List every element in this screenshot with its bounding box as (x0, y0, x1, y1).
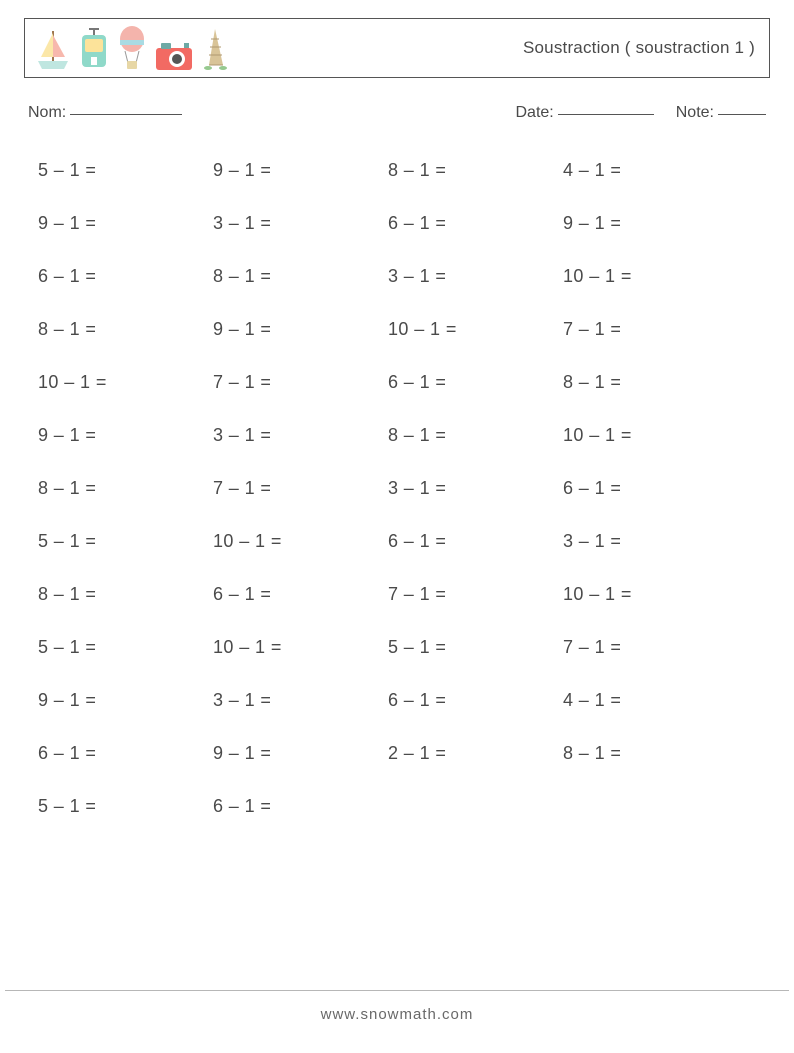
header-icons (35, 19, 231, 77)
problem-cell: 6 – 1 = (38, 266, 213, 287)
problem-cell: 9 – 1 = (213, 743, 388, 764)
problem-cell: 8 – 1 = (563, 743, 738, 764)
name-label: Nom: (28, 104, 66, 121)
problem-cell: 7 – 1 = (213, 478, 388, 499)
problem-cell: 3 – 1 = (213, 213, 388, 234)
problem-cell: 9 – 1 = (213, 160, 388, 181)
problem-cell (388, 796, 563, 817)
problem-grid: 5 – 1 =9 – 1 =8 – 1 =4 – 1 =9 – 1 =3 – 1… (24, 160, 770, 817)
problem-cell: 6 – 1 = (388, 213, 563, 234)
problem-cell: 9 – 1 = (213, 319, 388, 340)
footer-link: www.snowmath.com (0, 1006, 794, 1023)
tram-icon (79, 27, 109, 71)
problem-cell: 3 – 1 = (563, 531, 738, 552)
tower-icon (201, 25, 231, 71)
footer-rule (5, 990, 789, 991)
problem-cell: 3 – 1 = (213, 425, 388, 446)
problem-cell: 6 – 1 = (388, 531, 563, 552)
problem-cell: 7 – 1 = (388, 584, 563, 605)
problem-cell: 10 – 1 = (563, 584, 738, 605)
note-label: Note: (676, 104, 714, 121)
problem-cell: 7 – 1 = (213, 372, 388, 393)
problem-cell: 3 – 1 = (388, 478, 563, 499)
problem-cell: 6 – 1 = (38, 743, 213, 764)
problem-cell: 7 – 1 = (563, 637, 738, 658)
problem-cell: 8 – 1 = (563, 372, 738, 393)
problem-cell: 6 – 1 = (388, 690, 563, 711)
date-blank[interactable] (558, 114, 654, 115)
problem-cell: 4 – 1 = (563, 690, 738, 711)
problem-cell: 9 – 1 = (38, 690, 213, 711)
sailboat-icon (35, 27, 71, 71)
problem-cell: 10 – 1 = (563, 425, 738, 446)
problem-cell: 2 – 1 = (388, 743, 563, 764)
problem-cell: 3 – 1 = (213, 690, 388, 711)
problem-cell: 8 – 1 = (38, 319, 213, 340)
note-field: Note: (676, 104, 766, 122)
name-field: Nom: (28, 104, 182, 122)
problem-cell: 9 – 1 = (38, 213, 213, 234)
header-box: Soustraction ( soustraction 1 ) (24, 18, 770, 78)
problem-cell: 10 – 1 = (388, 319, 563, 340)
problem-cell: 8 – 1 = (388, 425, 563, 446)
problem-cell: 7 – 1 = (563, 319, 738, 340)
note-blank[interactable] (718, 114, 766, 115)
camera-icon (155, 41, 193, 71)
date-field: Date: (516, 104, 654, 122)
problem-cell: 8 – 1 = (38, 478, 213, 499)
problem-cell (563, 796, 738, 817)
problem-cell: 6 – 1 = (213, 584, 388, 605)
problem-cell: 5 – 1 = (38, 160, 213, 181)
problem-cell: 8 – 1 = (213, 266, 388, 287)
problem-cell: 3 – 1 = (388, 266, 563, 287)
info-line: Nom: Date: Note: (24, 104, 770, 122)
problem-cell: 10 – 1 = (213, 637, 388, 658)
problem-cell: 8 – 1 = (388, 160, 563, 181)
problem-cell: 5 – 1 = (388, 637, 563, 658)
date-label: Date: (516, 104, 554, 121)
problem-cell: 10 – 1 = (563, 266, 738, 287)
name-blank[interactable] (70, 114, 182, 115)
problem-cell: 9 – 1 = (38, 425, 213, 446)
problem-cell: 10 – 1 = (38, 372, 213, 393)
problem-cell: 6 – 1 = (563, 478, 738, 499)
problem-cell: 6 – 1 = (388, 372, 563, 393)
problem-cell: 5 – 1 = (38, 796, 213, 817)
problem-cell: 5 – 1 = (38, 531, 213, 552)
problem-cell: 5 – 1 = (38, 637, 213, 658)
problem-cell: 9 – 1 = (563, 213, 738, 234)
problem-cell: 8 – 1 = (38, 584, 213, 605)
balloon-icon (117, 25, 147, 71)
problem-cell: 4 – 1 = (563, 160, 738, 181)
problem-cell: 10 – 1 = (213, 531, 388, 552)
worksheet-title: Soustraction ( soustraction 1 ) (523, 38, 755, 58)
problem-cell: 6 – 1 = (213, 796, 388, 817)
